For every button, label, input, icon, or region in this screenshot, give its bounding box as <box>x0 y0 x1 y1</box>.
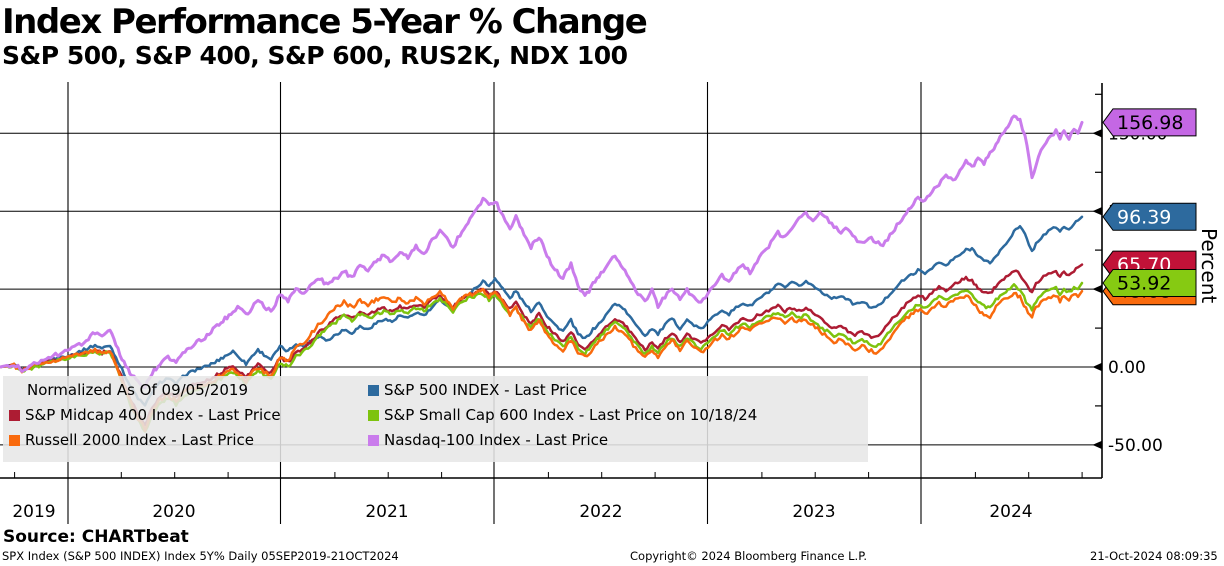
chart-legend: Normalized As Of 09/05/2019 S&P 500 INDE… <box>3 376 868 462</box>
y-axis-tick-label: -50.00 <box>1108 436 1163 456</box>
page-subtitle: S&P 500, S&P 400, S&P 600, RUS2K, NDX 10… <box>2 41 628 70</box>
y-axis-arrow-tick <box>1092 440 1102 450</box>
last-price-tag-label-spx: 96.39 <box>1117 206 1171 228</box>
page-title: Index Performance 5-Year % Change <box>2 2 648 42</box>
legend-label: S&P Small Cap 600 Index - Last Price on … <box>384 406 758 424</box>
legend-label: S&P 500 INDEX - Last Price <box>384 381 587 399</box>
x-axis-year-label: 2024 <box>989 502 1032 522</box>
last-price-tag-spx <box>1102 202 1197 231</box>
legend-item-midcap400: S&P Midcap 400 Index - Last Price <box>9 406 281 424</box>
legend-label: S&P Midcap 400 Index - Last Price <box>25 406 281 424</box>
y-axis-arrow-tick <box>1092 207 1102 216</box>
series-line-spx <box>0 215 1084 407</box>
legend-swatch-smallcap600 <box>368 410 379 421</box>
x-axis-year-label: 2019 <box>12 502 55 522</box>
legend-item-normalized: Normalized As Of 09/05/2019 <box>27 381 248 399</box>
y-axis-arrow-tick <box>1092 362 1102 372</box>
y-axis-tick-label: 0.00 <box>1108 358 1146 378</box>
source-note: Source: CHARTbeat <box>3 527 189 547</box>
legend-label: Normalized As Of 09/05/2019 <box>27 381 248 399</box>
footer-copyright: Copyright© 2024 Bloomberg Finance L.P. <box>630 549 867 563</box>
last-price-tag-ndx <box>1102 108 1197 137</box>
x-axis-year-label: 2021 <box>365 502 408 522</box>
x-axis-year-label: 2020 <box>152 502 195 522</box>
x-axis-year-label: 2022 <box>579 502 622 522</box>
legend-swatch-midcap400 <box>9 410 20 421</box>
y-axis-title: Percent <box>1197 228 1221 304</box>
y-axis-arrow-tick <box>1092 129 1102 138</box>
last-price-tag-label-sml: 53.92 <box>1117 273 1171 295</box>
legend-label: Nasdaq-100 Index - Last Price <box>384 431 609 449</box>
legend-label: Russell 2000 Index - Last Price <box>25 431 255 449</box>
legend-swatch-sp500 <box>368 385 379 396</box>
legend-item-smallcap600: S&P Small Cap 600 Index - Last Price on … <box>368 406 757 424</box>
last-price-tag-sml <box>1102 269 1197 297</box>
legend-item-nasdaq100: Nasdaq-100 Index - Last Price <box>368 431 608 449</box>
legend-swatch-nasdaq100 <box>368 435 379 446</box>
footer-ticker-info: SPX Index (S&P 500 INDEX) Index 5Y% Dail… <box>2 549 399 563</box>
series-line-ndx <box>0 114 1084 390</box>
footer-timestamp: 21-Oct-2024 08:09:35 <box>1090 549 1218 563</box>
y-axis-arrow-tick <box>1092 284 1102 294</box>
x-axis-year-label: 2023 <box>792 502 835 522</box>
last-price-tag-label-ndx: 156.98 <box>1117 112 1183 134</box>
legend-item-sp500: S&P 500 INDEX - Last Price <box>368 381 587 399</box>
legend-item-russell2000: Russell 2000 Index - Last Price <box>9 431 254 449</box>
legend-swatch-russell2000 <box>9 435 20 446</box>
